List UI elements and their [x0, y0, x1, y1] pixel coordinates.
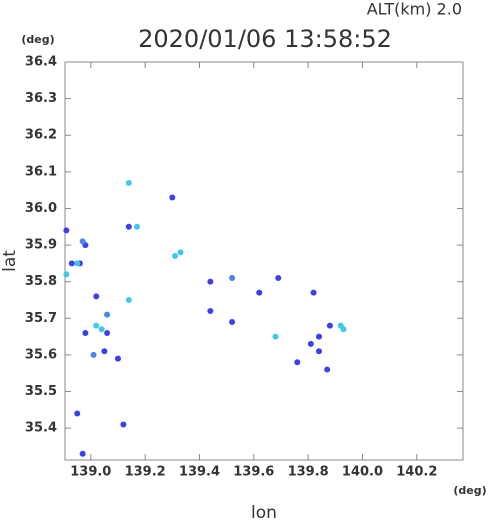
- echo-point: [90, 351, 97, 358]
- echo-point: [125, 223, 132, 230]
- echo-point: [104, 311, 111, 318]
- echo-point: [207, 278, 214, 285]
- echo-point: [272, 333, 279, 340]
- echo-point: [172, 253, 179, 260]
- echo-point: [79, 450, 86, 457]
- chart-title: 2020/01/06 13:58:52: [138, 25, 392, 53]
- x-tick-label: 139.8: [288, 465, 329, 480]
- x-unit: (deg): [453, 484, 486, 497]
- y-axis-label: lat: [0, 250, 20, 272]
- echo-point: [68, 260, 75, 267]
- x-tick-label: 140.0: [342, 465, 383, 480]
- echo-point: [104, 329, 111, 336]
- echo-point: [229, 318, 236, 325]
- echo-point: [98, 326, 105, 333]
- echo-point: [310, 289, 317, 296]
- plot-frame: [64, 61, 464, 461]
- echo-point: [82, 329, 89, 336]
- y-tick-label: 35.4: [25, 421, 57, 436]
- echo-point: [294, 359, 301, 366]
- echo-point: [120, 421, 127, 428]
- y-tick-label: 35.8: [25, 274, 57, 289]
- echo-point: [316, 333, 323, 340]
- echo-point: [114, 355, 121, 362]
- echo-point: [79, 238, 86, 245]
- echo-point: [133, 223, 140, 230]
- echo-point: [93, 293, 100, 300]
- echo-point: [307, 340, 314, 347]
- echo-point: [93, 322, 100, 329]
- echo-point: [316, 348, 323, 355]
- x-tick-label: 139.2: [125, 465, 166, 480]
- y-tick-label: 35.9: [25, 238, 57, 253]
- x-tick-label: 140.2: [396, 465, 437, 480]
- x-axis-label: lon: [251, 503, 277, 521]
- echo-point: [275, 275, 282, 282]
- y-tick-label: 36.2: [25, 128, 57, 143]
- echo-point: [101, 348, 108, 355]
- y-unit: (deg): [21, 33, 54, 46]
- echo-point: [125, 296, 132, 303]
- echo-point: [74, 410, 81, 417]
- echo-point: [337, 322, 344, 329]
- echo-point: [63, 227, 70, 234]
- echo-point: [207, 307, 214, 314]
- y-tick-label: 36.4: [25, 55, 57, 70]
- echo-point: [324, 366, 331, 373]
- x-tick-label: 139.0: [70, 465, 111, 480]
- altitude-annotation: ALT(km) 2.0: [367, 0, 462, 19]
- y-tick-label: 35.5: [25, 384, 57, 399]
- y-tick-label: 36.3: [25, 91, 57, 106]
- echo-point: [74, 260, 81, 267]
- y-tick-label: 36.1: [25, 164, 57, 179]
- y-tick-label: 35.6: [25, 347, 57, 362]
- echo-point: [125, 179, 132, 186]
- echo-point: [169, 194, 176, 201]
- echo-point: [177, 249, 184, 256]
- echo-point: [256, 289, 263, 296]
- x-tick-label: 139.6: [233, 465, 274, 480]
- echo-point: [326, 322, 333, 329]
- y-tick-label: 35.7: [25, 311, 57, 326]
- echo-point: [63, 271, 70, 278]
- echo-point: [229, 275, 236, 282]
- y-tick-label: 36.0: [25, 201, 57, 216]
- x-tick-label: 139.4: [179, 465, 220, 480]
